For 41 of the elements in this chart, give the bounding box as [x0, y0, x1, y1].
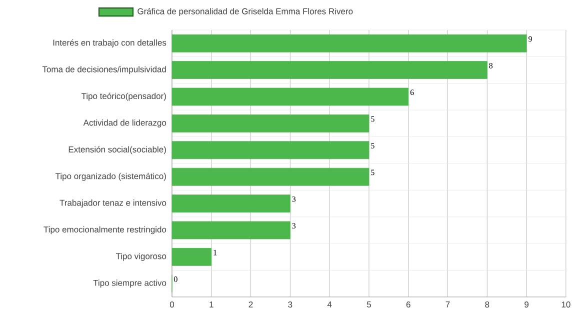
y-tick-label: Actividad de liderazgo	[83, 119, 166, 128]
data-label: 3	[292, 223, 296, 229]
x-tick-label: 6	[406, 302, 410, 308]
legend-label: Gráfica de personalidad de Griselda Emma Flores Rivero	[138, 8, 353, 16]
x-tick-label: 5	[366, 302, 371, 308]
y-tick-label: Tipo organizado (sistemático)	[55, 172, 166, 181]
bar	[172, 168, 370, 186]
bar	[172, 248, 212, 266]
bar	[172, 114, 370, 132]
x-tick-label: 7	[446, 302, 450, 308]
x-tick-label: 2	[248, 302, 253, 308]
bar	[172, 88, 409, 106]
y-tick-label: Extensión social(sociable)	[68, 146, 166, 154]
x-tick-label: 9	[524, 302, 529, 308]
x-tick-label: 10	[562, 302, 570, 308]
bar	[172, 221, 290, 240]
data-label: 0	[174, 276, 178, 282]
y-tick-label: Tipo vigoroso	[116, 252, 166, 261]
y-tick-label: Tipo emocionalmente restringido	[44, 226, 166, 234]
bar	[172, 194, 290, 212]
y-tick-label: Interés en trabajo con detalles	[53, 39, 166, 48]
y-tick-label: Toma de decisiones/impulsividad	[42, 66, 166, 74]
data-label: 5	[371, 116, 374, 122]
data-label: 5	[371, 170, 374, 176]
data-label: 9	[528, 36, 532, 42]
x-tick-label: 4	[327, 302, 332, 308]
data-label: 8	[489, 62, 493, 68]
bar	[172, 34, 527, 52]
bar	[172, 141, 370, 160]
y-tick-label: Trabajador tenaz e intensivo	[60, 200, 166, 208]
data-label: 5	[371, 143, 374, 148]
x-tick-label: 0	[170, 302, 174, 308]
data-label: 1	[214, 250, 217, 256]
x-tick-label: 1	[210, 302, 214, 308]
data-label: 6	[410, 90, 414, 96]
x-tick-label: 3	[288, 302, 292, 308]
x-tick-label: 8	[485, 302, 490, 308]
y-tick-label: Tipo siempre activo	[93, 280, 166, 288]
data-label: 3	[292, 196, 296, 202]
y-tick-label: Tipo teórico(pensador)	[81, 92, 166, 101]
bar	[172, 61, 488, 80]
